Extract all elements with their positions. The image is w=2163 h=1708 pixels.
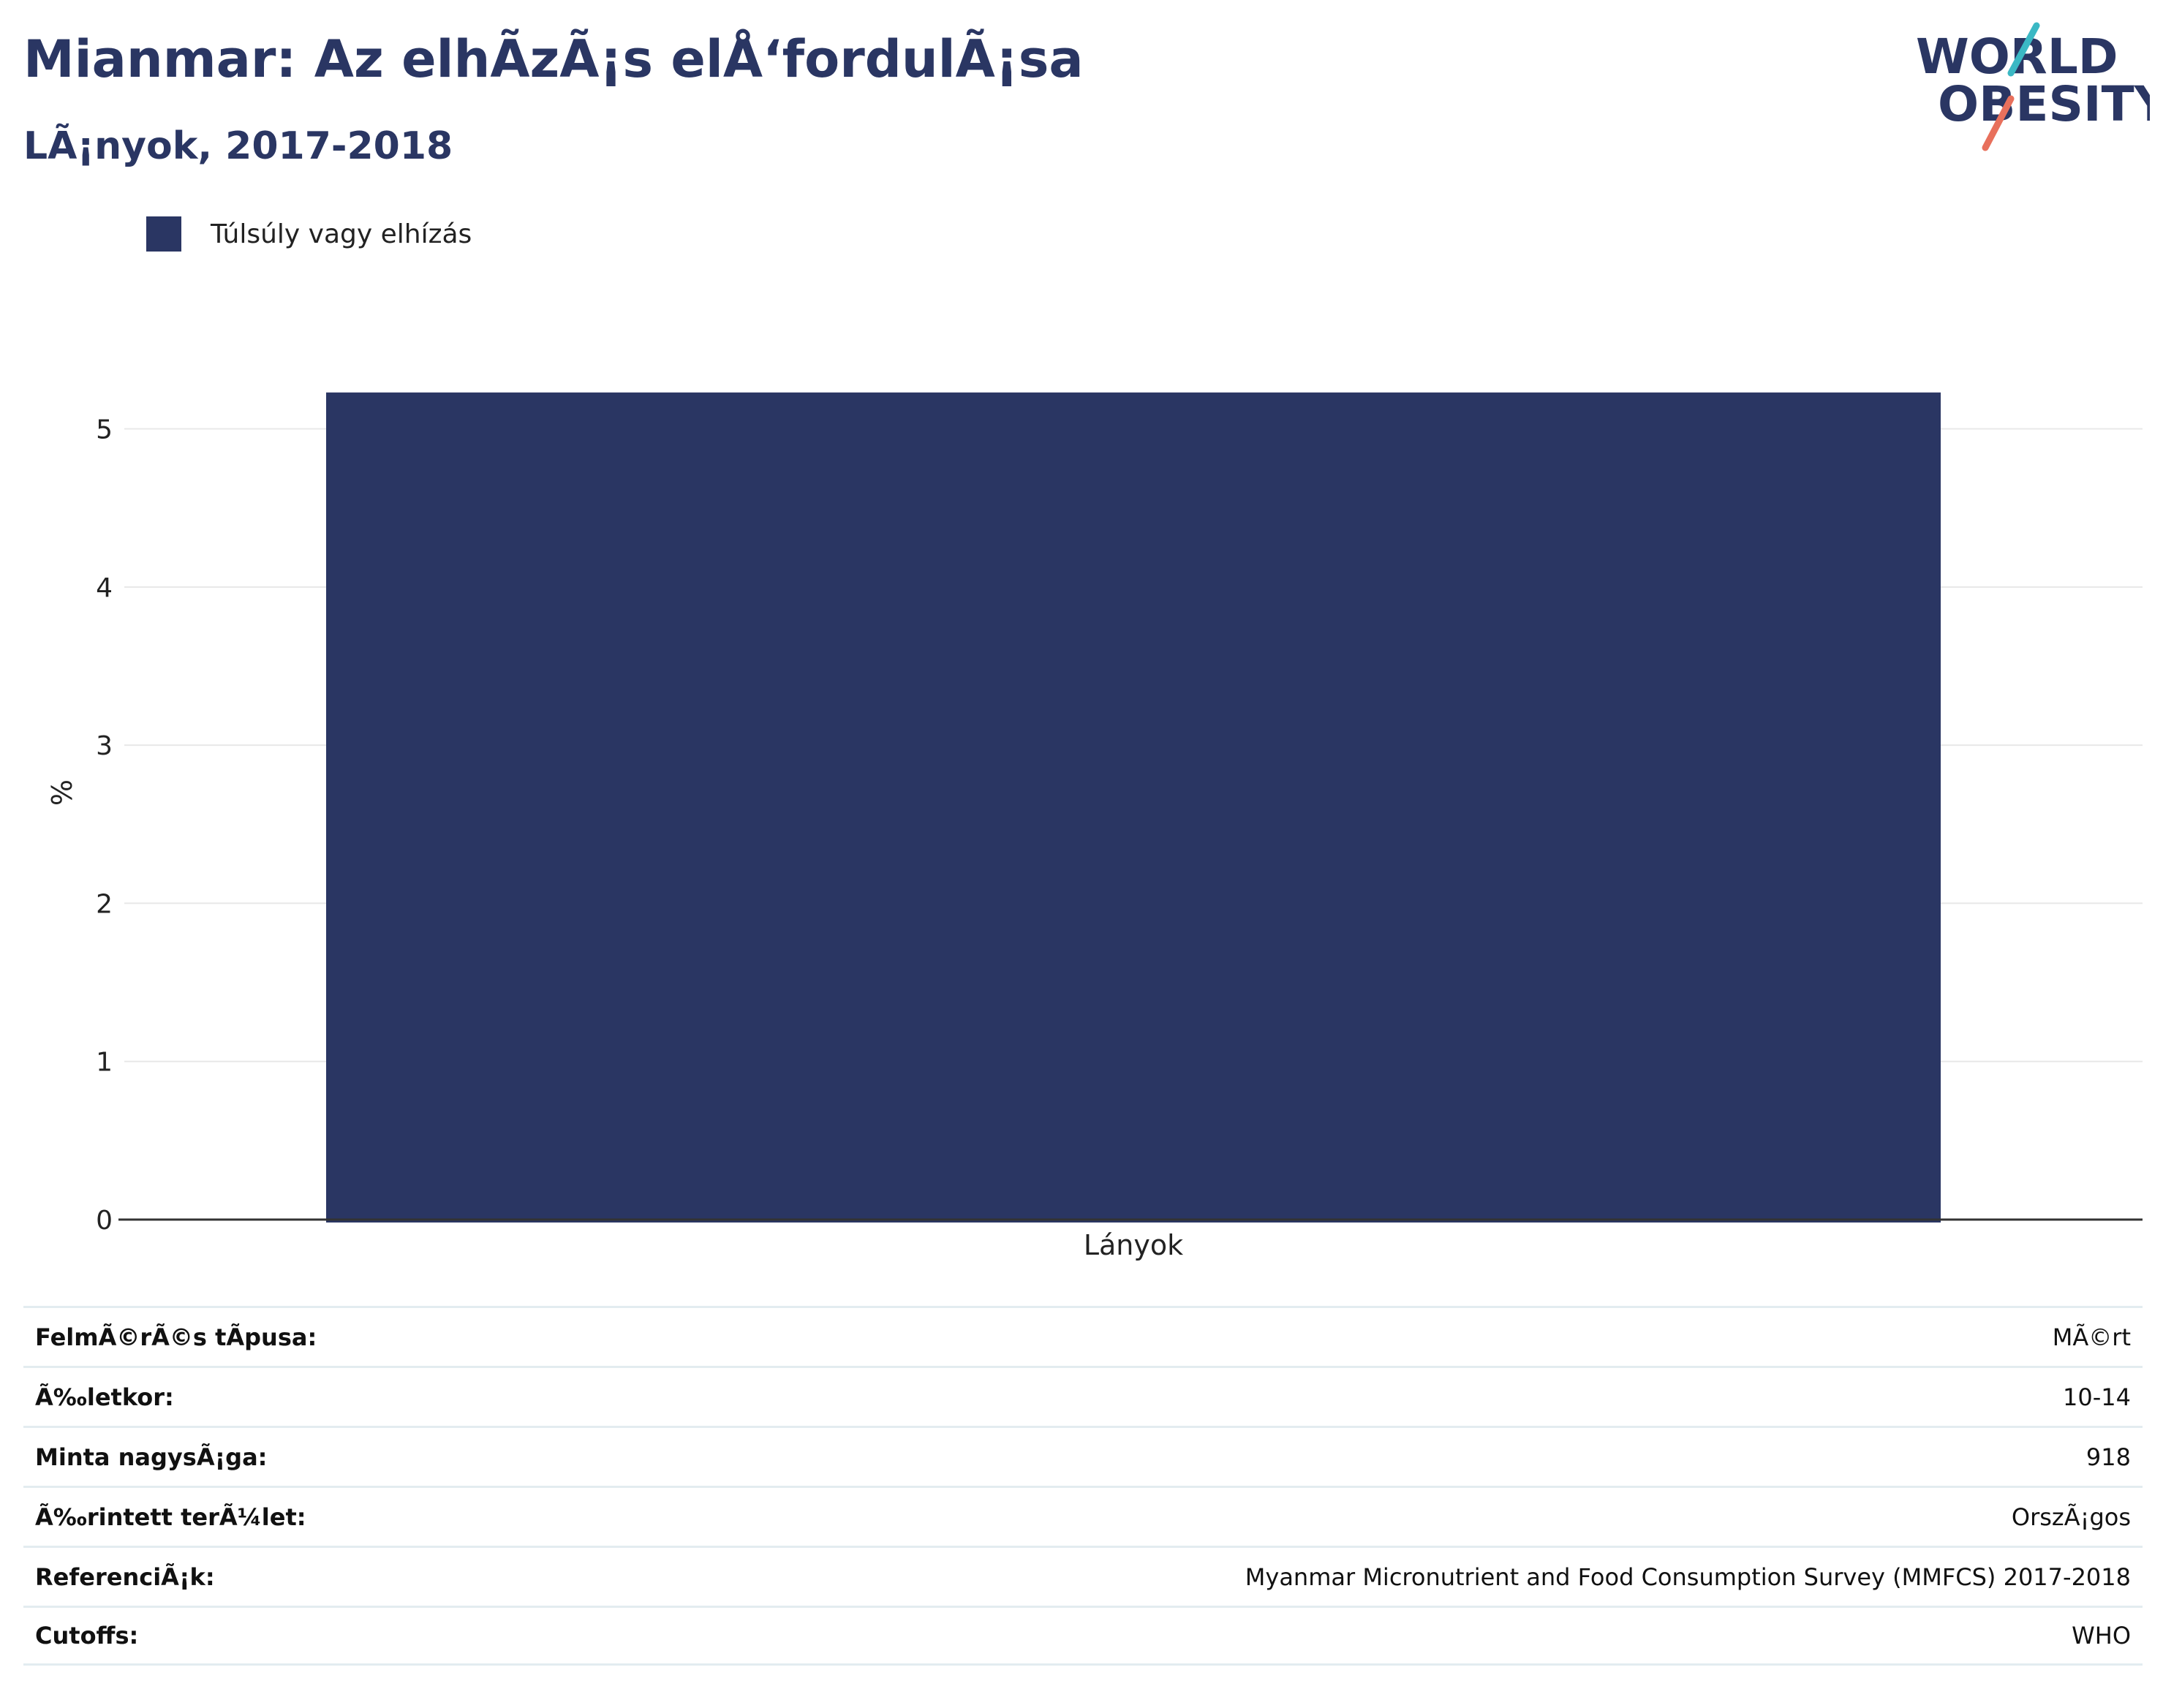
info-value: OrszÃ¡gos [2011,1503,2131,1531]
y-tick-label: 1 [96,1048,113,1078]
y-tick-label: 2 [96,889,113,919]
bar [326,392,1941,1223]
y-tick-label: 0 [96,1206,113,1236]
info-value: WHO [2072,1622,2131,1650]
info-label: Cutoffs: [35,1622,139,1650]
chart-title: Mianmar: Az elhÃzÃ¡s elÅ‘fordulÃ¡sa [23,29,1084,89]
info-value: 918 [2085,1443,2131,1471]
info-row-references: ReferenciÃ¡k: Myanmar Micronutrient and … [23,1546,2143,1606]
info-label: Minta nagysÃ¡ga: [35,1443,268,1471]
info-row-area: Ã‰rintett terÃ¼let: OrszÃ¡gos [23,1486,2143,1546]
world-obesity-logo: WORLD OBESITY [1916,22,2150,151]
legend-swatch [146,216,181,252]
info-value[interactable]: Myanmar Micronutrient and Food Consumpti… [1245,1562,2131,1591]
legend-label: Túlsúly vagy elhízás [211,219,472,249]
info-table: FelmÃ©rÃ©s tÃpusa: MÃ©rt Ã‰letkor: 10-14… [23,1306,2143,1666]
bar-chart: 0 1 2 3 4 5 Lányok% [45,392,2143,1261]
info-row-age: Ã‰letkor: 10-14 [23,1366,2143,1426]
chart-legend[interactable]: Túlsúly vagy elhízás [146,216,472,252]
logo-word-obesity: OBESITY [1938,76,2150,132]
info-label: FelmÃ©rÃ©s tÃpusa: [35,1323,317,1351]
info-row-cutoffs: Cutoffs: WHO [23,1606,2143,1666]
info-label: Ã‰letkor: [35,1383,174,1411]
chart-subtitle: LÃ¡nyok, 2017-2018 [23,124,453,168]
y-tick-label: 5 [96,415,113,445]
x-tick-label: Lányok [1084,1229,1183,1261]
info-value: MÃ©rt [2052,1323,2131,1351]
y-tick-label: 4 [96,573,113,603]
logo-slash-teal [2007,22,2040,77]
info-label: ReferenciÃ¡k: [35,1562,215,1591]
y-axis-label: % [45,779,77,806]
info-value: 10-14 [2063,1383,2131,1411]
info-label: Ã‰rintett terÃ¼let: [35,1503,306,1531]
info-row-sample-size: Minta nagysÃ¡ga: 918 [23,1426,2143,1486]
logo-slash-coral [1982,95,2015,151]
info-row-survey-type: FelmÃ©rÃ©s tÃpusa: MÃ©rt [23,1306,2143,1366]
y-tick-label: 3 [96,731,113,761]
